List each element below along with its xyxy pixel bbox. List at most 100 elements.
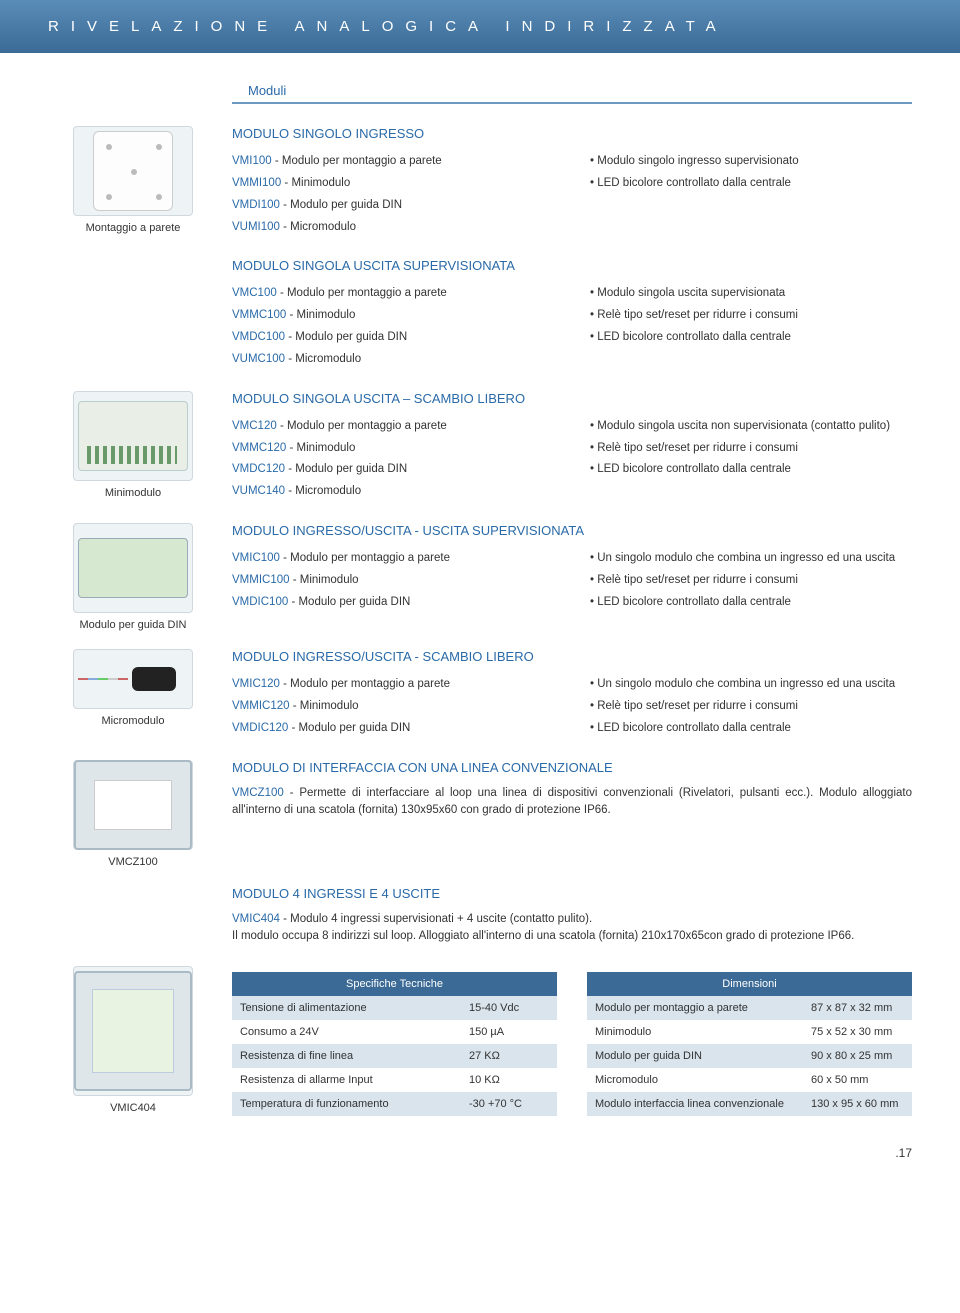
mod5-text3: - Modulo per guida DIN bbox=[288, 722, 410, 734]
table-cell: Consumo a 24V bbox=[232, 1020, 461, 1044]
row-4: Micromodulo MODULO INGRESSO/USCITA - SCA… bbox=[48, 649, 912, 760]
mod2-title: MODULO SINGOLA USCITA SUPERVISIONATA bbox=[232, 258, 912, 273]
mod1-b2: LED bicolore controllato dalla centrale bbox=[590, 173, 912, 195]
product-image-vmcz100 bbox=[73, 760, 193, 850]
table-cell: Temperatura di funzionamento bbox=[232, 1092, 461, 1116]
mod6-code: VMCZ100 bbox=[232, 787, 284, 799]
mod4-text3: - Modulo per guida DIN bbox=[288, 596, 410, 608]
sidebar-4: Micromodulo bbox=[48, 649, 218, 760]
mod2-b1: Modulo singola uscita supervisionata bbox=[590, 283, 912, 305]
spec-table-header: Specifiche Tecniche bbox=[232, 972, 557, 996]
sidebar-5: VMCZ100 bbox=[48, 760, 218, 886]
caption-vmcz100: VMCZ100 bbox=[48, 856, 218, 868]
table-cell: Modulo per montaggio a parete bbox=[587, 996, 803, 1020]
table-cell: 150 µA bbox=[461, 1020, 557, 1044]
table-cell: 15-40 Vdc bbox=[461, 996, 557, 1020]
table-row: Modulo interfaccia linea convenzionale13… bbox=[587, 1092, 912, 1116]
mod4-b2: Relè tipo set/reset per ridurre i consum… bbox=[590, 570, 912, 592]
mod4-code3: VMDIC100 bbox=[232, 596, 288, 608]
module-6: MODULO DI INTERFACCIA CON UNA LINEA CONV… bbox=[232, 760, 912, 866]
mod4-code1: VMIC100 bbox=[232, 552, 280, 564]
caption-din: Modulo per guida DIN bbox=[48, 619, 218, 631]
mod5-code1: VMIC120 bbox=[232, 678, 280, 690]
mod2-code1: VMC100 bbox=[232, 287, 277, 299]
mod5-b3: LED bicolore controllato dalla centrale bbox=[590, 718, 912, 740]
mod1-code2: VMMI100 bbox=[232, 177, 281, 189]
mod2-text4: - Micromodulo bbox=[285, 353, 361, 365]
mod7-l1: - Modulo 4 ingressi supervisionati + 4 u… bbox=[280, 913, 592, 925]
mod1-text3: - Modulo per guida DIN bbox=[280, 199, 402, 211]
tables-block: Specifiche Tecniche Tensione di alimenta… bbox=[232, 966, 912, 1132]
sidebar-6-spacer bbox=[48, 886, 218, 967]
table-cell: 27 KΩ bbox=[461, 1044, 557, 1068]
mod4-text2: - Minimodulo bbox=[290, 574, 359, 586]
table-cell: Resistenza di allarme Input bbox=[232, 1068, 461, 1092]
mod5-code2: VMMIC120 bbox=[232, 700, 290, 712]
table-cell: 90 x 80 x 25 mm bbox=[803, 1044, 912, 1068]
mod3-b1: Modulo singola uscita non supervisionata… bbox=[590, 416, 912, 438]
mod2-code2: VMMC100 bbox=[232, 309, 286, 321]
product-image-micro bbox=[73, 649, 193, 709]
mod4-b3: LED bicolore controllato dalla centrale bbox=[590, 592, 912, 614]
mod1-text2: - Minimodulo bbox=[281, 177, 350, 189]
mod2-b3: LED bicolore controllato dalla centrale bbox=[590, 327, 912, 349]
table-cell: -30 +70 °C bbox=[461, 1092, 557, 1116]
module-4: MODULO INGRESSO/USCITA - USCITA SUPERVIS… bbox=[232, 523, 912, 629]
mod3-text3: - Modulo per guida DIN bbox=[285, 463, 407, 475]
mod3-b2: Relè tipo set/reset per ridurre i consum… bbox=[590, 438, 912, 460]
mod7-title: MODULO 4 INGRESSI E 4 USCITE bbox=[232, 886, 912, 901]
sidebar-1: Montaggio a parete bbox=[48, 126, 218, 391]
mod5-b2: Relè tipo set/reset per ridurre i consum… bbox=[590, 696, 912, 718]
section-rule bbox=[232, 102, 912, 104]
table-row: Resistenza di allarme Input10 KΩ bbox=[232, 1068, 557, 1092]
mod4-b1: Un singolo modulo che combina un ingress… bbox=[590, 548, 912, 570]
mod3-code3: VMDC120 bbox=[232, 463, 285, 475]
mod6-title: MODULO DI INTERFACCIA CON UNA LINEA CONV… bbox=[232, 760, 912, 775]
mod3-title: MODULO SINGOLA USCITA – SCAMBIO LIBERO bbox=[232, 391, 912, 406]
mod2-code3: VMDC100 bbox=[232, 331, 285, 343]
table-cell: Modulo interfaccia linea convenzionale bbox=[587, 1092, 803, 1116]
module-7: MODULO 4 INGRESSI E 4 USCITE VMIC404 - M… bbox=[232, 886, 912, 947]
page-header-band: RIVELAZIONE ANALOGICA INDIRIZZATA bbox=[0, 0, 960, 53]
table-cell: 60 x 50 mm bbox=[803, 1068, 912, 1092]
mod2-text3: - Modulo per guida DIN bbox=[285, 331, 407, 343]
mod1-text4: - Micromodulo bbox=[280, 221, 356, 233]
caption-parete: Montaggio a parete bbox=[48, 222, 218, 234]
table-cell: 75 x 52 x 30 mm bbox=[803, 1020, 912, 1044]
page-body: Moduli Montaggio a parete MODULO SINGOLO… bbox=[0, 53, 960, 1142]
table-row: Modulo per guida DIN90 x 80 x 25 mm bbox=[587, 1044, 912, 1068]
mod4-title: MODULO INGRESSO/USCITA - USCITA SUPERVIS… bbox=[232, 523, 912, 538]
mod3-text2: - Minimodulo bbox=[286, 442, 355, 454]
section-label: Moduli bbox=[48, 83, 912, 98]
mod5-text2: - Minimodulo bbox=[290, 700, 359, 712]
table-row: Minimodulo75 x 52 x 30 mm bbox=[587, 1020, 912, 1044]
product-image-minimodulo bbox=[73, 391, 193, 481]
mod4-code2: VMMIC100 bbox=[232, 574, 290, 586]
mod2-code4: VUMC100 bbox=[232, 353, 285, 365]
content-1: MODULO SINGOLO INGRESSO VMI100 - Modulo … bbox=[232, 126, 912, 391]
table-cell: 10 KΩ bbox=[461, 1068, 557, 1092]
table-cell: Resistenza di fine linea bbox=[232, 1044, 461, 1068]
module-3: MODULO SINGOLA USCITA – SCAMBIO LIBERO V… bbox=[232, 391, 912, 503]
row-2: Minimodulo MODULO SINGOLA USCITA – SCAMB… bbox=[48, 391, 912, 523]
mod3-text4: - Micromodulo bbox=[285, 485, 361, 497]
mod3-code1: VMC120 bbox=[232, 420, 277, 432]
table-cell: Minimodulo bbox=[587, 1020, 803, 1044]
mod4-text1: - Modulo per montaggio a parete bbox=[280, 552, 450, 564]
mod2-b2: Relè tipo set/reset per ridurre i consum… bbox=[590, 305, 912, 327]
mod2-text2: - Minimodulo bbox=[286, 309, 355, 321]
table-cell: Tensione di alimentazione bbox=[232, 996, 461, 1020]
product-image-din bbox=[73, 523, 193, 613]
mod7-desc: Il modulo occupa 8 indirizzi sul loop. A… bbox=[232, 930, 854, 942]
row-1: Montaggio a parete MODULO SINGOLO INGRES… bbox=[48, 126, 912, 391]
spec-table-body: Tensione di alimentazione15-40 VdcConsum… bbox=[232, 996, 557, 1116]
mod1-code1: VMI100 bbox=[232, 155, 272, 167]
module-5: MODULO INGRESSO/USCITA - SCAMBIO LIBERO … bbox=[232, 649, 912, 740]
mod3-code2: VMMC120 bbox=[232, 442, 286, 454]
dim-table-header: Dimensioni bbox=[587, 972, 912, 996]
product-image-parete bbox=[73, 126, 193, 216]
sidebar-7: VMIC404 bbox=[48, 966, 218, 1132]
mod2-text1: - Modulo per montaggio a parete bbox=[277, 287, 447, 299]
table-cell: 87 x 87 x 32 mm bbox=[803, 996, 912, 1020]
table-row: Consumo a 24V150 µA bbox=[232, 1020, 557, 1044]
